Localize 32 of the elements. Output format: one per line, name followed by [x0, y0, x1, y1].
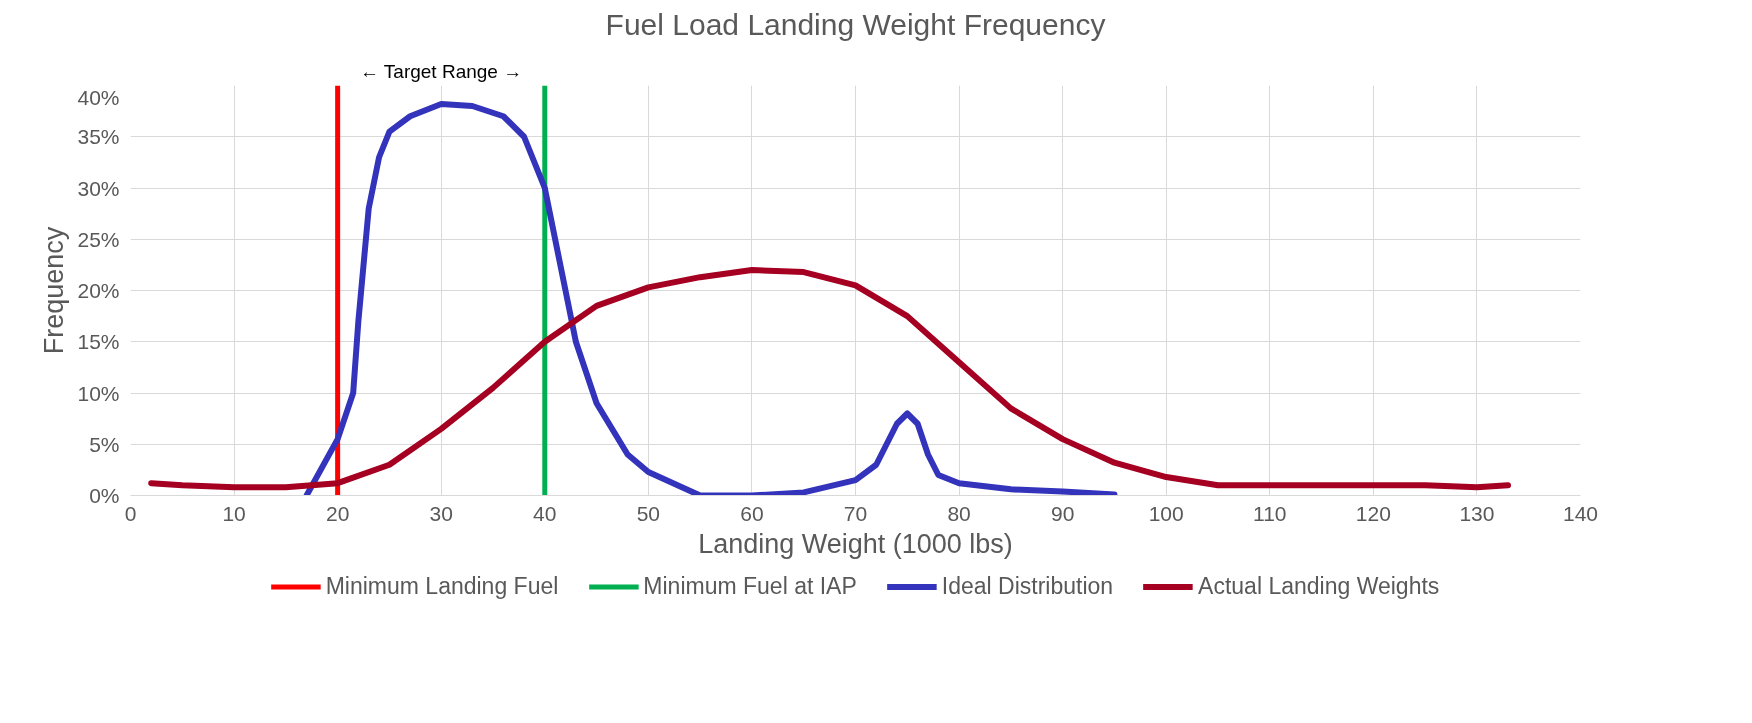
x-tick-label: 0: [124, 501, 137, 525]
y-tick-label: 30%: [77, 176, 120, 200]
x-axis-title: Landing Weight (1000 lbs): [698, 528, 1013, 559]
x-tick-label: 40: [533, 501, 557, 525]
x-tick-label: 140: [1562, 501, 1599, 525]
legend-label: Minimum Fuel at IAP: [643, 572, 857, 600]
x-tick-label: 130: [1459, 501, 1495, 525]
y-tick-label: 40%: [77, 85, 120, 109]
x-tick-label: 20: [325, 501, 350, 525]
y-tick-label: 35%: [77, 125, 120, 149]
y-tick-label: 25%: [77, 227, 120, 251]
x-tick-label: 90: [1050, 501, 1075, 525]
x-tick-label: 80: [947, 501, 971, 525]
x-tick-label: 10: [222, 501, 246, 525]
y-tick-label: 10%: [77, 381, 120, 405]
legend-label: Minimum Landing Fuel: [325, 572, 559, 600]
x-tick-label: 120: [1355, 501, 1391, 525]
y-axis-title: Frequency: [39, 226, 70, 355]
y-tick-label: 15%: [77, 330, 120, 354]
x-tick-label: 30: [429, 501, 453, 525]
x-tick-label: 110: [1253, 501, 1287, 525]
legend-label: Actual Landing Weights: [1198, 572, 1440, 600]
x-tick-label: 60: [740, 501, 764, 525]
y-tick-label: 5%: [89, 432, 120, 456]
text: ← Target Range →: [359, 60, 523, 82]
chart-title: Fuel Load Landing Weight Frequency: [605, 7, 1106, 41]
x-tick-label: 100: [1148, 501, 1184, 525]
y-tick-label: 20%: [77, 279, 120, 302]
y-tick-label: 0%: [89, 484, 120, 507]
x-tick-label: 70: [843, 501, 868, 525]
x-tick-label: 50: [636, 501, 661, 525]
legend-label: Ideal Distribution: [941, 572, 1114, 600]
